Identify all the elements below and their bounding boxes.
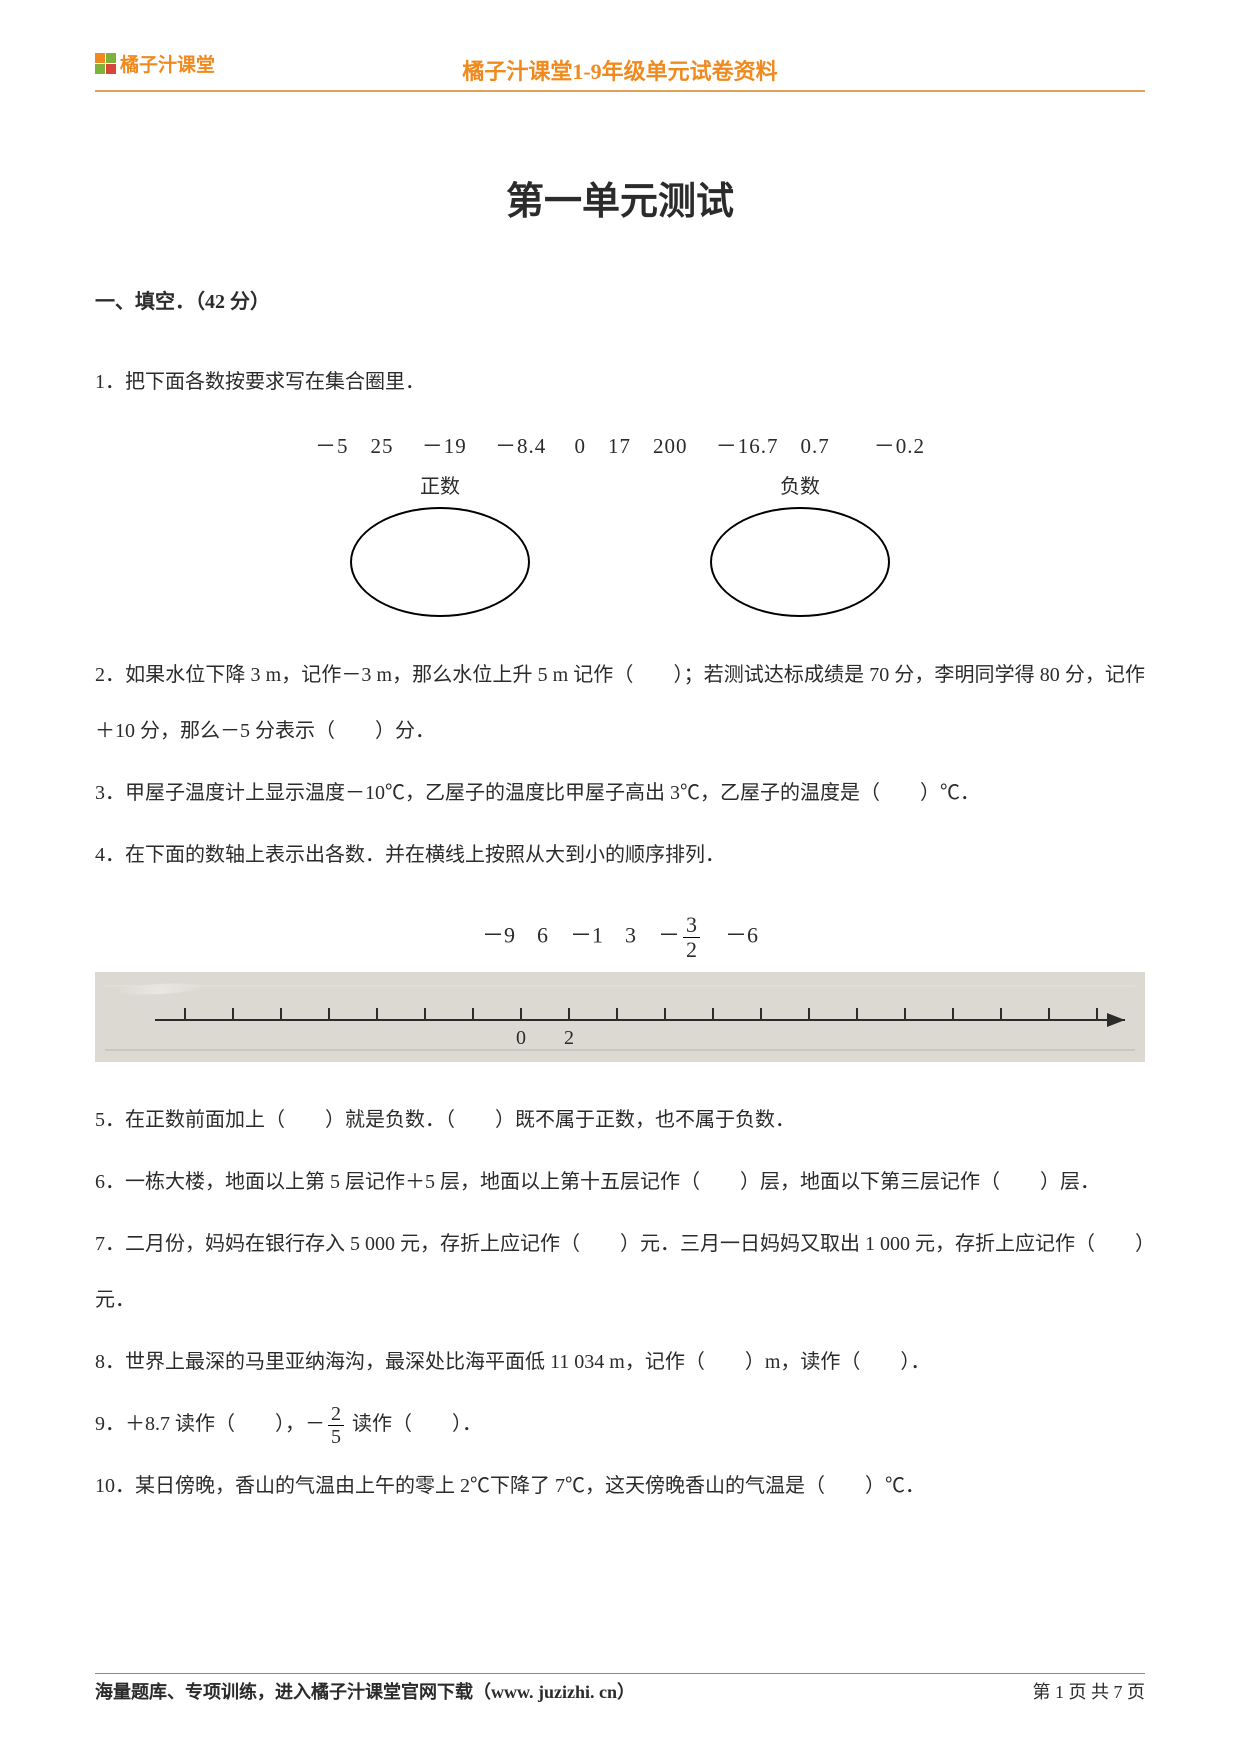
q1-positive-ellipse [350,507,530,617]
q9-frac-den: 5 [328,1426,344,1448]
q10-text: 10．某日傍晚，香山的气温由上午的零上 2℃下降了 7℃，这天傍晚香山的气温是（… [95,1458,1145,1514]
q4-nums-suffix: －6 [703,923,758,948]
footer-rule [95,1673,1145,1674]
q1-text: 1．把下面各数按要求写在集合圈里． [95,354,1145,410]
q4-numbers: －9 6 －1 3 －32 －6 [95,913,1145,962]
section-heading: 一、填空．（42 分） [95,285,1145,314]
q3-text: 3．甲屋子温度计上显示温度－10℃，乙屋子的温度比甲屋子高出 3℃，乙屋子的温度… [95,765,1145,821]
logo-icon [95,53,117,75]
q4-frac-den: 2 [683,938,700,962]
svg-text:0: 0 [516,1027,526,1049]
q1-sets: 正数 负数 [95,470,1145,617]
q9-frac-num: 2 [328,1403,344,1426]
q4-numberline: 02 [95,972,1145,1062]
q2-text: 2．如果水位下降 3 m，记作－3 m，那么水位上升 5 m 记作（ ）；若测试… [95,647,1145,759]
q4-frac-neg: － [658,923,680,948]
q8-text: 8．世界上最深的马里亚纳海沟，最深处比海平面低 11 034 m，记作（ ）m，… [95,1334,1145,1390]
q7-text: 7．二月份，妈妈在银行存入 5 000 元，存折上应记作（ ）元．三月一日妈妈又… [95,1216,1145,1328]
brand-logo: 橘子汁课堂 [95,50,215,77]
q4-nums-prefix: －9 6 －1 3 [482,923,658,948]
q5-text: 5．在正数前面加上（ ）就是负数．（ ）既不属于正数，也不属于负数． [95,1092,1145,1148]
q4-fraction: 32 [683,913,700,962]
q4-text: 4．在下面的数轴上表示出各数．并在横线上按照从大到小的顺序排列． [95,827,1145,883]
q9-post: 读作（ ）． [347,1413,482,1435]
content: 第一单元测试 一、填空．（42 分） 1．把下面各数按要求写在集合圈里． －5 … [95,170,1145,1514]
q9-text: 9．＋8.7 读作（ ），－25 读作（ ）． [95,1396,1145,1452]
q1-negative-label: 负数 [710,470,890,499]
q6-text: 6．一栋大楼，地面以上第 5 层记作＋5 层，地面以上第十五层记作（ ）层，地面… [95,1154,1145,1210]
footer-left: 海量题库、专项训练，进入橘子汁课堂官网下载（www. juzizhi. cn） [95,1678,635,1704]
q1-numbers: －5 25 －19 －8.4 0 17 200 －16.7 0.7 －0.2 [95,430,1145,460]
q9-pre: 9．＋8.7 读作（ ）， [95,1413,305,1435]
q1-positive-set: 正数 [350,470,530,617]
svg-text:2: 2 [564,1027,574,1049]
q1-positive-label: 正数 [350,470,530,499]
numberline-svg: 02 [95,972,1145,1062]
q1-negative-ellipse [710,507,890,617]
q9-fraction: 25 [328,1403,344,1448]
q4-frac-num: 3 [683,913,700,938]
page-header: 橘子汁课堂 橘子汁课堂1-9年级单元试卷资料 [95,50,1145,90]
header-title: 橘子汁课堂1-9年级单元试卷资料 [462,54,777,86]
footer-right: 第 1 页 共 7 页 [1033,1678,1146,1704]
q1-negative-set: 负数 [710,470,890,617]
header-rule [95,90,1145,92]
main-title: 第一单元测试 [95,170,1145,225]
q9-neg: － [305,1413,325,1435]
brand-text: 橘子汁课堂 [120,50,215,77]
